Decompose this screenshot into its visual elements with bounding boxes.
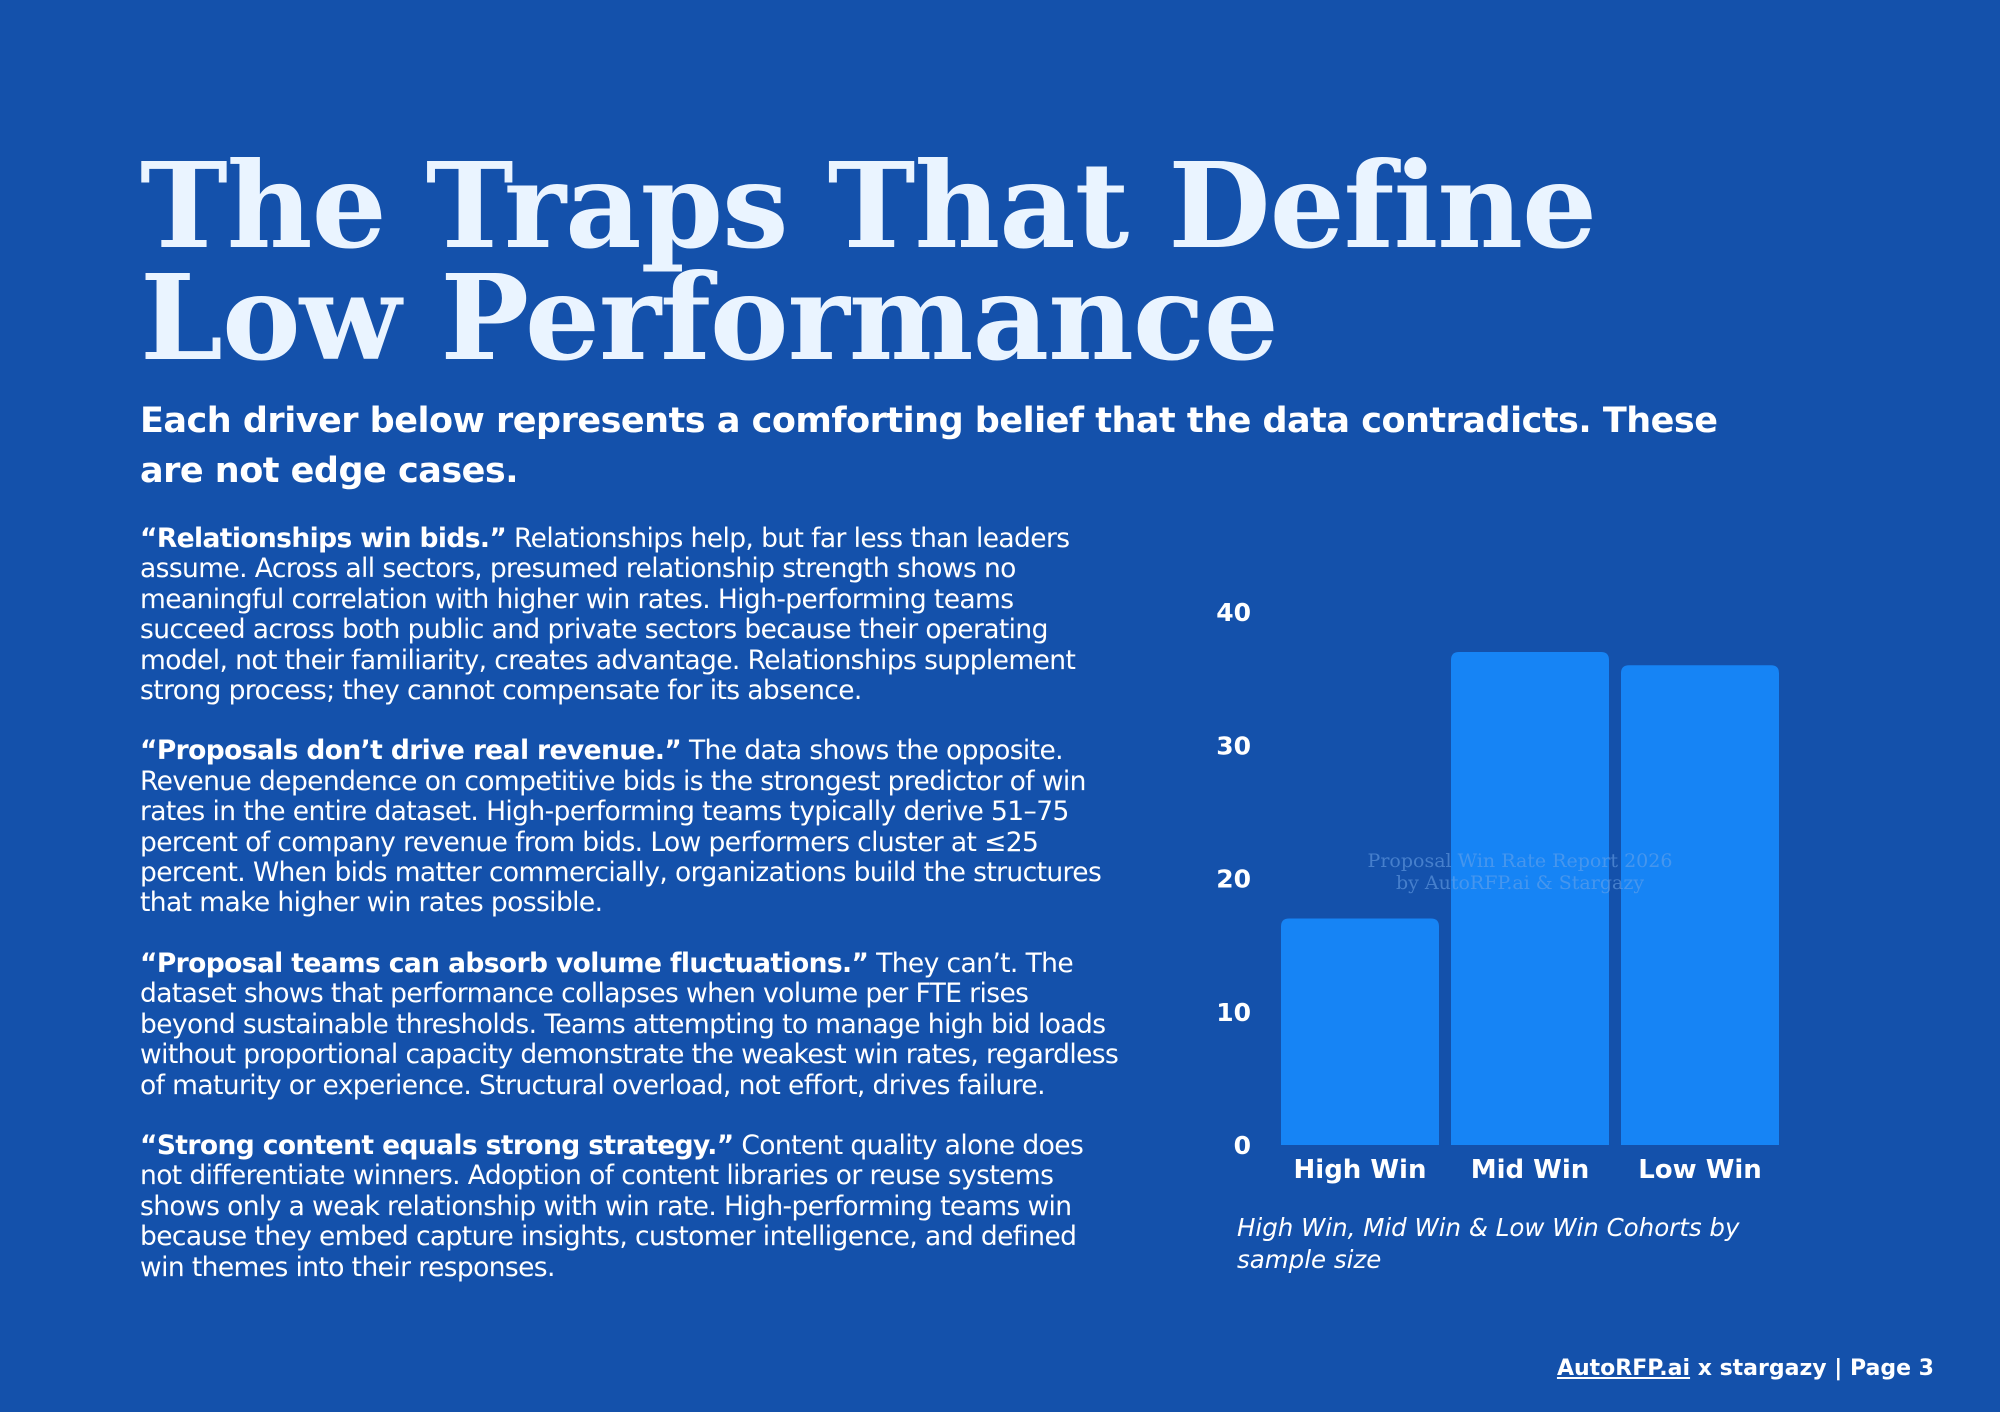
chart-watermark: by AutoRFP.ai & Stargazy [1396,872,1644,894]
x-tick-label: Mid Win [1471,1155,1590,1185]
y-tick-label: 40 [1216,598,1251,627]
paragraph-lead: “Relationships win bids.” [140,523,507,554]
paragraph-lead: “Strong content equals strong strategy.” [140,1129,734,1161]
bar-mid-win [1451,651,1609,1145]
x-tick-label: High Win [1294,1155,1427,1185]
footer-page-label: x stargazy | Page 3 [1690,1356,1934,1381]
y-tick-label: 20 [1216,865,1251,894]
page-footer: AutoRFP.ai x stargazy | Page 3 [1557,1356,1934,1381]
paragraph-content: “Strong content equals strong strategy.”… [140,1129,1120,1283]
paragraph-revenue: “Proposals don’t drive real revenue.” Th… [140,736,1120,918]
paragraph-relationships: “Relationships win bids.” Relationships … [140,523,1120,707]
y-tick-label: 10 [1216,998,1251,1027]
bottom-divider [0,1412,2000,1416]
bar-high-win [1281,918,1439,1145]
cohort-bar-chart: 0 10 20 30 40 High Win Mid Win Low Win Proposal … [1216,598,1779,1185]
bar-low-win [1621,665,1779,1145]
y-tick-label: 30 [1216,731,1251,760]
chart-caption: High Win, Mid Win & Low Win Cohorts by s… [1237,1213,1740,1274]
paragraph-volume: “Proposal teams can absorb volume fluctu… [140,947,1120,1101]
page-subtitle: Each driver below represents a comfortin… [140,401,1718,491]
paragraph-text: The data shows the opposite. Revenue dep… [140,735,1102,919]
page-title: The Traps That Define Low Performance [140,147,1640,377]
paragraph-text: They can’t. The dataset shows that perfo… [140,947,1119,1101]
paragraph-text: Content quality alone does not different… [140,1129,1084,1283]
x-tick-label: Low Win [1638,1155,1762,1185]
paragraph-text: Relationships help, but far less than le… [140,523,1076,707]
y-tick-label: 0 [1234,1131,1251,1160]
body-text: “Relationships win bids.” Relationships … [140,523,1120,1313]
paragraph-lead: “Proposal teams can absorb volume fluctu… [140,947,869,979]
paragraph-lead: “Proposals don’t drive real revenue.” [140,735,682,767]
footer-brand-link[interactable]: AutoRFP.ai [1556,1356,1691,1381]
page-title-line-1: The Traps That Define [140,136,1597,275]
page-title-line-2: Low Performance [140,248,1279,387]
chart-watermark: Proposal Win Rate Report 2026 [1368,850,1673,872]
